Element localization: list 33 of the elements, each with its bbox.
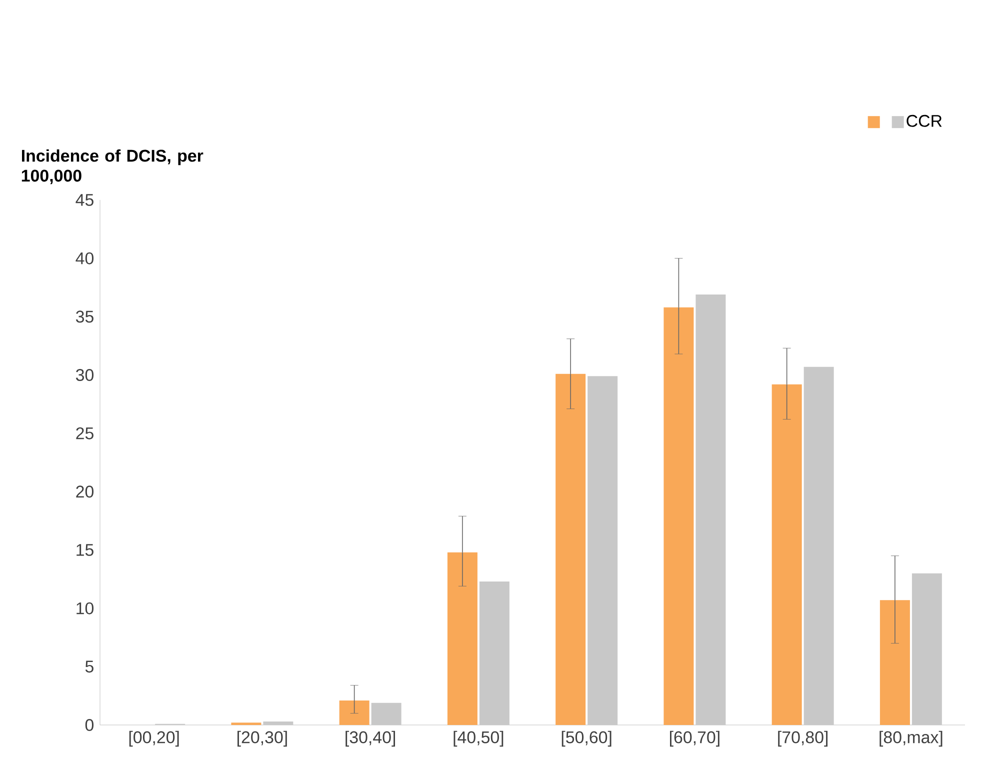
y-tick-label: 35 <box>76 310 94 323</box>
x-tick-label: [30,40] <box>346 730 396 747</box>
y-tick-label: 30 <box>76 368 94 381</box>
bar <box>696 294 726 725</box>
bar <box>339 700 370 725</box>
bar <box>804 366 834 725</box>
bar <box>479 581 510 725</box>
bar <box>912 573 942 725</box>
bar <box>880 600 910 725</box>
bar <box>772 384 802 725</box>
x-tick-label: [40,50] <box>454 730 504 747</box>
bar <box>664 307 694 725</box>
bar <box>556 374 586 725</box>
bar <box>263 721 294 725</box>
x-tick-label: [70,80] <box>778 730 828 747</box>
x-tick-label: [20,30] <box>238 730 287 747</box>
x-tick-label: [60,70] <box>670 730 720 747</box>
legend-label: CCR <box>906 114 942 127</box>
bar <box>447 552 478 725</box>
y-tick-label: 5 <box>85 660 94 673</box>
y-tick-label: 25 <box>76 427 94 440</box>
y-tick-label: 10 <box>76 602 94 614</box>
x-tick-label: [80,max] <box>880 730 942 747</box>
x-tick-label: [50,60] <box>562 730 612 747</box>
bar <box>588 376 618 725</box>
y-tick-label: 40 <box>76 252 94 264</box>
bar <box>371 702 402 725</box>
y-tick-label: 45 <box>76 194 94 206</box>
y-tick-label: 15 <box>76 544 94 556</box>
y-tick-label: 0 <box>85 718 94 731</box>
x-tick-label: [00,20] <box>129 730 179 747</box>
y-tick-label: 20 <box>76 486 94 498</box>
y-axis-title: Incidence of DCIS, per 100,000 <box>22 149 204 184</box>
